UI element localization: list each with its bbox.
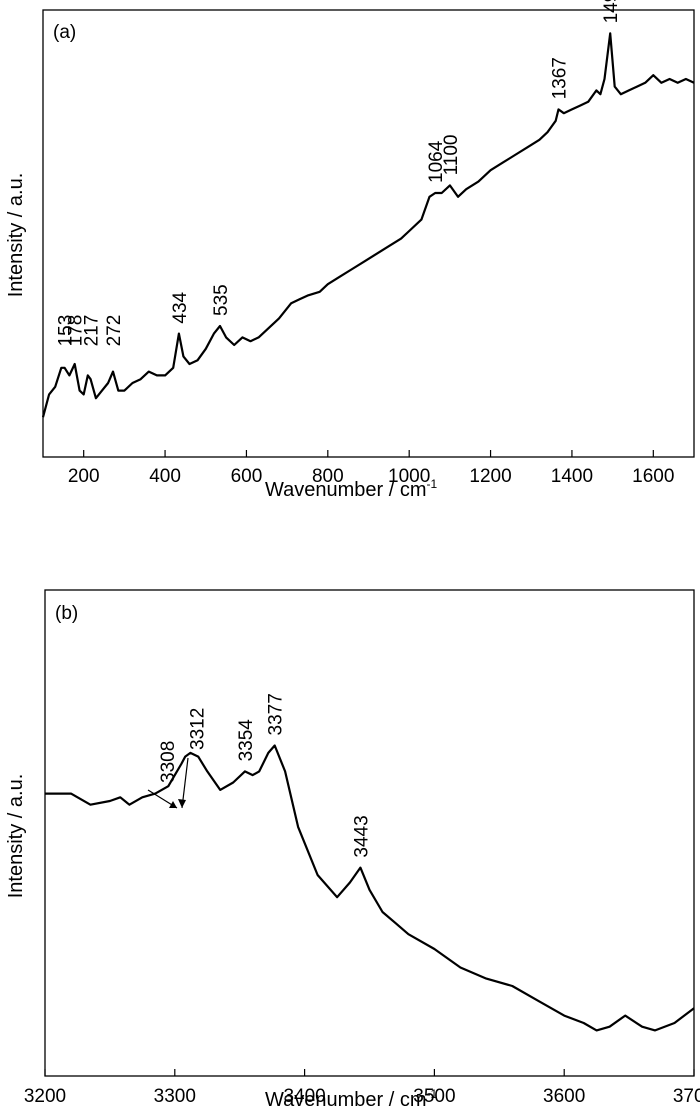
peak-label-3308: 3308 bbox=[158, 741, 179, 783]
peak-label-3377: 3377 bbox=[266, 693, 287, 735]
peak-label-434: 434 bbox=[170, 291, 191, 323]
peak-label-3312: 3312 bbox=[187, 708, 208, 750]
peak-label-272: 272 bbox=[104, 315, 125, 347]
chart-panel-a: (a) 200 400 600 800 1000 1200 1400 1600 1531782… bbox=[5, 0, 695, 501]
panel-label-a: (a) bbox=[53, 22, 76, 43]
peak-label-1494: 1494 bbox=[601, 0, 622, 23]
plot-frame-b bbox=[44, 589, 695, 1077]
x-tick-label: 3700 bbox=[673, 1086, 700, 1107]
peak-label-217: 217 bbox=[82, 315, 103, 347]
spectrum-line-b bbox=[45, 744, 695, 1032]
x-axis-label-b: Wavenumber / cm-1 bbox=[265, 1087, 438, 1111]
peak-label-3443: 3443 bbox=[351, 815, 372, 857]
x-tick-label: 3300 bbox=[154, 1086, 196, 1107]
x-tick-label: 600 bbox=[231, 466, 263, 487]
x-tick-label: 3400 bbox=[283, 1086, 325, 1107]
arrowhead-3312 bbox=[178, 799, 186, 808]
peak-label-3354: 3354 bbox=[236, 719, 257, 762]
y-axis-label-b: Intensity / a.u. bbox=[5, 774, 27, 899]
plot-frame-a bbox=[42, 9, 695, 458]
peak-annotations-b: 3308 3312 3354 3377 3443 bbox=[158, 693, 372, 857]
panel-label-b: (b) bbox=[55, 603, 78, 624]
x-axis-ticks-b: 3200 3300 3400 3500 3600 3700 bbox=[24, 1069, 700, 1107]
peak-label-1100: 1100 bbox=[441, 135, 462, 176]
x-tick-label: 1400 bbox=[551, 466, 593, 487]
arrowhead-3308 bbox=[169, 801, 177, 808]
x-tick-label: 3200 bbox=[24, 1086, 66, 1107]
x-tick-label: 400 bbox=[149, 466, 181, 487]
peak-label-178: 178 bbox=[66, 315, 87, 347]
x-axis-label-a: Wavenumber / cm-1 bbox=[265, 477, 438, 501]
chart-panel-b: (b) 3200 3300 3400 3500 3600 3700 3308 3312 335… bbox=[5, 589, 700, 1111]
y-axis-label-a: Intensity / a.u. bbox=[5, 173, 27, 298]
x-tick-label: 1600 bbox=[632, 466, 674, 487]
x-tick-label: 200 bbox=[68, 466, 100, 487]
peak-label-1367: 1367 bbox=[550, 57, 571, 99]
x-axis-ticks-a: 200 400 600 800 1000 1200 1400 1600 bbox=[68, 450, 674, 487]
peak-label-535: 535 bbox=[211, 284, 232, 316]
spectrum-line-a bbox=[41, 32, 695, 418]
x-tick-label: 3500 bbox=[413, 1086, 455, 1107]
peak-label-1064: 1064 bbox=[426, 140, 447, 183]
peak-label-153: 153 bbox=[56, 315, 77, 347]
x-tick-label: 3600 bbox=[543, 1086, 585, 1107]
x-tick-label: 800 bbox=[312, 466, 344, 487]
x-tick-label: 1200 bbox=[469, 466, 511, 487]
x-tick-label: 1000 bbox=[388, 466, 430, 487]
